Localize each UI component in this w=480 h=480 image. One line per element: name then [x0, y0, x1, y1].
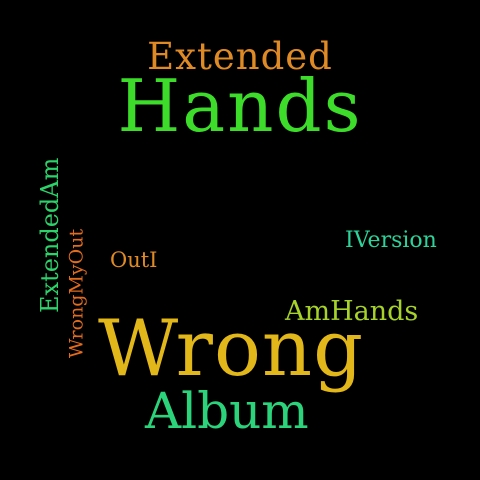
word-album: Album [145, 382, 309, 440]
word-amhands: AmHands [285, 296, 419, 327]
word-extendedam: ExtendedAm [36, 157, 64, 313]
word-outi: OutI [110, 248, 158, 272]
word-extended: Extended [147, 35, 333, 78]
word-wrong: Wrong [98, 304, 365, 394]
word-wrongmyout: WrongMyOut [65, 228, 88, 359]
word-iversion: IVersion [345, 228, 437, 253]
word-hands: Hands [117, 64, 363, 148]
